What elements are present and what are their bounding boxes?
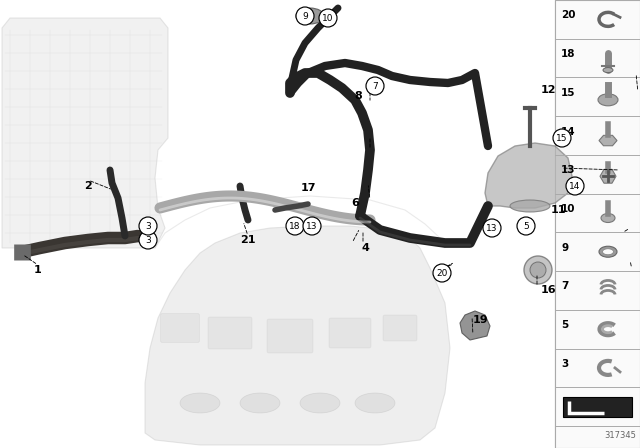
Polygon shape	[599, 135, 617, 146]
FancyBboxPatch shape	[383, 315, 417, 341]
Ellipse shape	[355, 393, 395, 413]
Polygon shape	[2, 18, 168, 248]
Text: 4: 4	[361, 243, 369, 253]
Text: 10: 10	[561, 204, 575, 214]
Text: 9: 9	[561, 243, 568, 253]
Text: 18: 18	[561, 49, 575, 59]
Ellipse shape	[180, 393, 220, 413]
Bar	[563, 396, 632, 417]
Text: 317345: 317345	[604, 431, 636, 440]
Ellipse shape	[510, 200, 550, 212]
Bar	[555, 0, 640, 448]
Text: 13: 13	[486, 224, 498, 233]
Text: 5: 5	[561, 320, 568, 330]
Circle shape	[319, 9, 337, 27]
Text: 16: 16	[540, 285, 556, 295]
Text: 21: 21	[240, 235, 256, 245]
FancyBboxPatch shape	[329, 318, 371, 348]
Circle shape	[303, 217, 321, 235]
Ellipse shape	[598, 94, 618, 106]
Ellipse shape	[603, 68, 613, 73]
Polygon shape	[145, 226, 450, 445]
Text: 11: 11	[550, 205, 566, 215]
Text: 12: 12	[540, 85, 556, 95]
Text: 15: 15	[556, 134, 568, 142]
Circle shape	[433, 264, 451, 282]
Circle shape	[139, 231, 157, 249]
Text: 10: 10	[323, 13, 333, 22]
Text: 9: 9	[302, 12, 308, 21]
Text: 3: 3	[561, 359, 568, 369]
Text: 1: 1	[34, 265, 42, 275]
Text: 7: 7	[372, 82, 378, 90]
Polygon shape	[460, 311, 490, 340]
Text: 6: 6	[351, 198, 359, 208]
Circle shape	[483, 219, 501, 237]
Text: 3: 3	[145, 236, 151, 245]
Circle shape	[366, 77, 384, 95]
Circle shape	[286, 217, 304, 235]
Text: 15: 15	[561, 88, 575, 98]
Circle shape	[566, 177, 584, 195]
FancyBboxPatch shape	[208, 317, 252, 349]
Circle shape	[517, 217, 535, 235]
Ellipse shape	[300, 393, 340, 413]
Ellipse shape	[599, 246, 617, 257]
Text: 17: 17	[300, 183, 316, 193]
Polygon shape	[485, 143, 572, 208]
Text: 20: 20	[436, 268, 448, 277]
Circle shape	[553, 129, 571, 147]
Text: 18: 18	[289, 221, 301, 231]
Text: 7: 7	[561, 281, 568, 292]
Text: 5: 5	[523, 221, 529, 231]
Ellipse shape	[602, 249, 614, 255]
Text: 20: 20	[561, 10, 575, 20]
Circle shape	[524, 256, 552, 284]
FancyBboxPatch shape	[161, 314, 200, 343]
Circle shape	[296, 7, 314, 25]
Circle shape	[139, 217, 157, 235]
Ellipse shape	[240, 393, 280, 413]
Text: 2: 2	[84, 181, 92, 191]
FancyBboxPatch shape	[267, 319, 313, 353]
Ellipse shape	[601, 214, 615, 223]
Text: 8: 8	[354, 91, 362, 101]
Text: 14: 14	[561, 126, 575, 137]
Text: 13: 13	[307, 221, 317, 231]
Ellipse shape	[296, 8, 324, 24]
Polygon shape	[600, 169, 616, 183]
Text: 19: 19	[472, 315, 488, 325]
Text: 14: 14	[570, 181, 580, 190]
Text: 3: 3	[145, 221, 151, 231]
Text: 13: 13	[561, 165, 575, 175]
Circle shape	[530, 262, 546, 278]
